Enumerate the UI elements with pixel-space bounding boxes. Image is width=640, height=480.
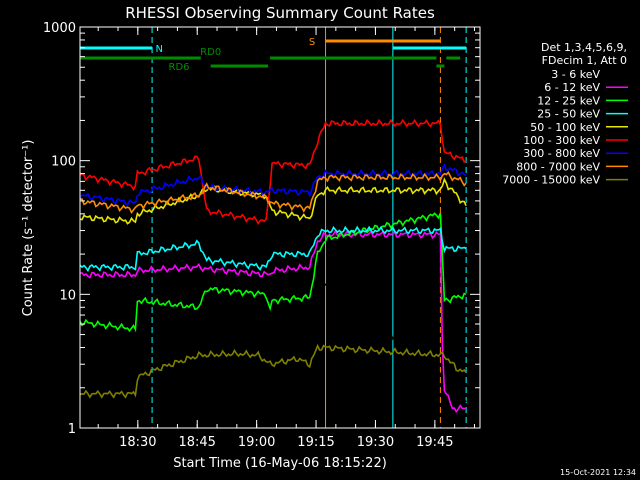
legend-label-4: 50 - 100 keV <box>530 121 600 134</box>
legend-label-5: 100 - 300 keV <box>523 134 600 147</box>
legend: Det 1,3,4,5,6,9, FDecim 1, Att 0 3 - 6 k… <box>502 41 628 187</box>
legend-label-0: 3 - 6 keV <box>551 68 600 81</box>
legend-header-line2: FDecim 1, Att 0 <box>542 54 627 67</box>
plot-area <box>79 27 467 428</box>
legend-label-3: 25 - 50 keV <box>537 108 600 121</box>
x-tick-label-0: 18:30 <box>119 435 156 450</box>
flag-label-n: N <box>155 44 162 55</box>
legend-label-2: 12 - 25 keV <box>537 94 600 107</box>
flag-label-rd0: RD0 <box>200 47 221 58</box>
y-tick-label-0: 1 <box>68 422 76 437</box>
legend-label-7: 800 - 7000 keV <box>516 160 600 173</box>
series-6-12kev <box>79 229 467 414</box>
series-12-25kev <box>79 212 467 333</box>
flag-bars: N S RD0 RD6 <box>80 37 467 73</box>
x-axis-label: Start Time (16-May-06 18:15:22) <box>173 456 387 471</box>
series-800-7000kev <box>79 171 467 215</box>
timestamp: 15-Oct-2021 12:34 <box>560 468 636 477</box>
x-tick-label-4: 19:30 <box>357 435 394 450</box>
chart-title: RHESSI Observing Summary Count Rates <box>125 4 435 22</box>
y-axis-label: Count Rate (s⁻¹ detector⁻¹) <box>21 140 36 317</box>
x-tick-label-3: 19:15 <box>297 435 334 450</box>
plot-frame <box>79 26 481 429</box>
legend-label-6: 300 - 800 keV <box>523 147 600 160</box>
flag-label-rd6: RD6 <box>169 62 190 73</box>
x-tick-label-2: 19:00 <box>238 435 275 450</box>
legend-header-line1: Det 1,3,4,5,6,9, <box>541 41 627 54</box>
legend-label-1: 6 - 12 keV <box>544 81 600 94</box>
y-tick-label-2: 100 <box>51 155 76 170</box>
series-50-100kev <box>79 177 467 225</box>
series-7000-15000kev <box>79 343 467 399</box>
x-tick-label-1: 18:45 <box>178 435 215 450</box>
y-tick-label-1: 10 <box>59 288 76 303</box>
axes: 18:30 18:45 19:00 19:15 19:30 19:45 1 10 100 1000 <box>43 21 481 450</box>
x-tick-label-5: 19:45 <box>416 435 453 450</box>
flag-label-s: S <box>309 37 315 48</box>
series-25-50kev <box>79 225 467 273</box>
legend-label-8: 7000 - 15000 keV <box>502 174 600 187</box>
y-tick-label-3: 1000 <box>43 21 76 36</box>
series-100-300kev <box>79 118 467 226</box>
